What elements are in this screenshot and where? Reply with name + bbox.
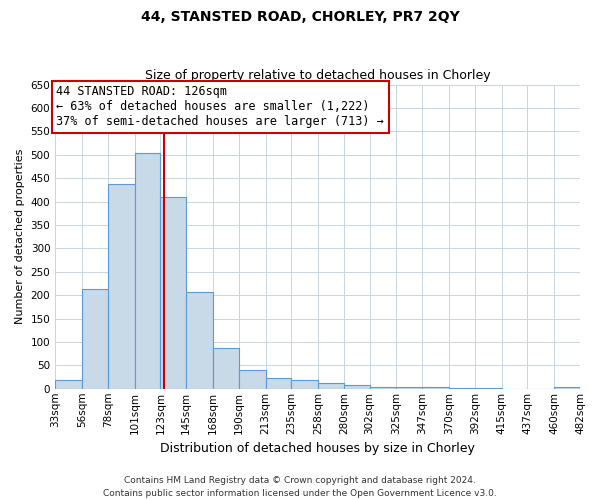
Bar xyxy=(554,388,580,389)
Bar xyxy=(108,184,134,389)
Bar xyxy=(370,387,397,389)
Bar xyxy=(239,370,266,389)
Text: 44, STANSTED ROAD, CHORLEY, PR7 2QY: 44, STANSTED ROAD, CHORLEY, PR7 2QY xyxy=(140,10,460,24)
Text: 44 STANSTED ROAD: 126sqm
← 63% of detached houses are smaller (1,222)
37% of sem: 44 STANSTED ROAD: 126sqm ← 63% of detach… xyxy=(56,86,384,128)
Bar xyxy=(134,154,160,389)
Bar xyxy=(160,197,186,389)
X-axis label: Distribution of detached houses by size in Chorley: Distribution of detached houses by size … xyxy=(160,442,475,455)
Text: Contains HM Land Registry data © Crown copyright and database right 2024.
Contai: Contains HM Land Registry data © Crown c… xyxy=(103,476,497,498)
Bar xyxy=(344,385,370,389)
Bar xyxy=(186,292,213,389)
Bar xyxy=(82,289,108,389)
Bar xyxy=(422,388,449,389)
Title: Size of property relative to detached houses in Chorley: Size of property relative to detached ho… xyxy=(145,69,490,82)
Bar xyxy=(266,378,291,389)
Y-axis label: Number of detached properties: Number of detached properties xyxy=(15,149,25,324)
Bar xyxy=(55,380,82,389)
Bar xyxy=(213,348,239,389)
Bar xyxy=(291,380,318,389)
Bar xyxy=(318,383,344,389)
Bar xyxy=(397,388,422,389)
